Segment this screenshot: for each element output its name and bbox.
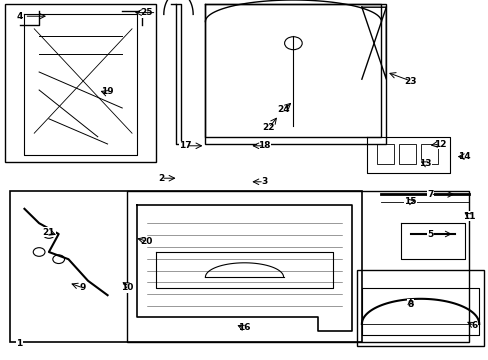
Bar — [398, 144, 415, 164]
Text: 22: 22 — [262, 123, 275, 132]
Text: 17: 17 — [179, 141, 192, 150]
Text: 4: 4 — [16, 12, 23, 21]
Text: 10: 10 — [121, 284, 133, 292]
Text: 12: 12 — [433, 140, 446, 149]
Text: 13: 13 — [418, 159, 431, 168]
Text: 23: 23 — [404, 77, 416, 86]
Text: 1: 1 — [17, 339, 22, 348]
Text: 19: 19 — [101, 87, 114, 96]
Text: 14: 14 — [457, 152, 470, 161]
Bar — [376, 144, 393, 164]
Text: 18: 18 — [257, 141, 270, 150]
Text: 15: 15 — [404, 197, 416, 206]
Text: 21: 21 — [42, 228, 55, 237]
Text: 16: 16 — [238, 323, 250, 332]
Text: 3: 3 — [261, 177, 266, 186]
Text: 5: 5 — [427, 230, 432, 239]
Text: 2: 2 — [158, 174, 164, 183]
Text: 20: 20 — [140, 237, 153, 246]
Text: 7: 7 — [426, 190, 433, 199]
Text: 24: 24 — [277, 105, 289, 114]
Text: 25: 25 — [140, 8, 153, 17]
Text: 9: 9 — [80, 284, 86, 292]
Bar — [420, 144, 437, 164]
Text: 6: 6 — [470, 321, 476, 330]
Text: 8: 8 — [407, 300, 413, 309]
Text: 11: 11 — [462, 212, 475, 220]
